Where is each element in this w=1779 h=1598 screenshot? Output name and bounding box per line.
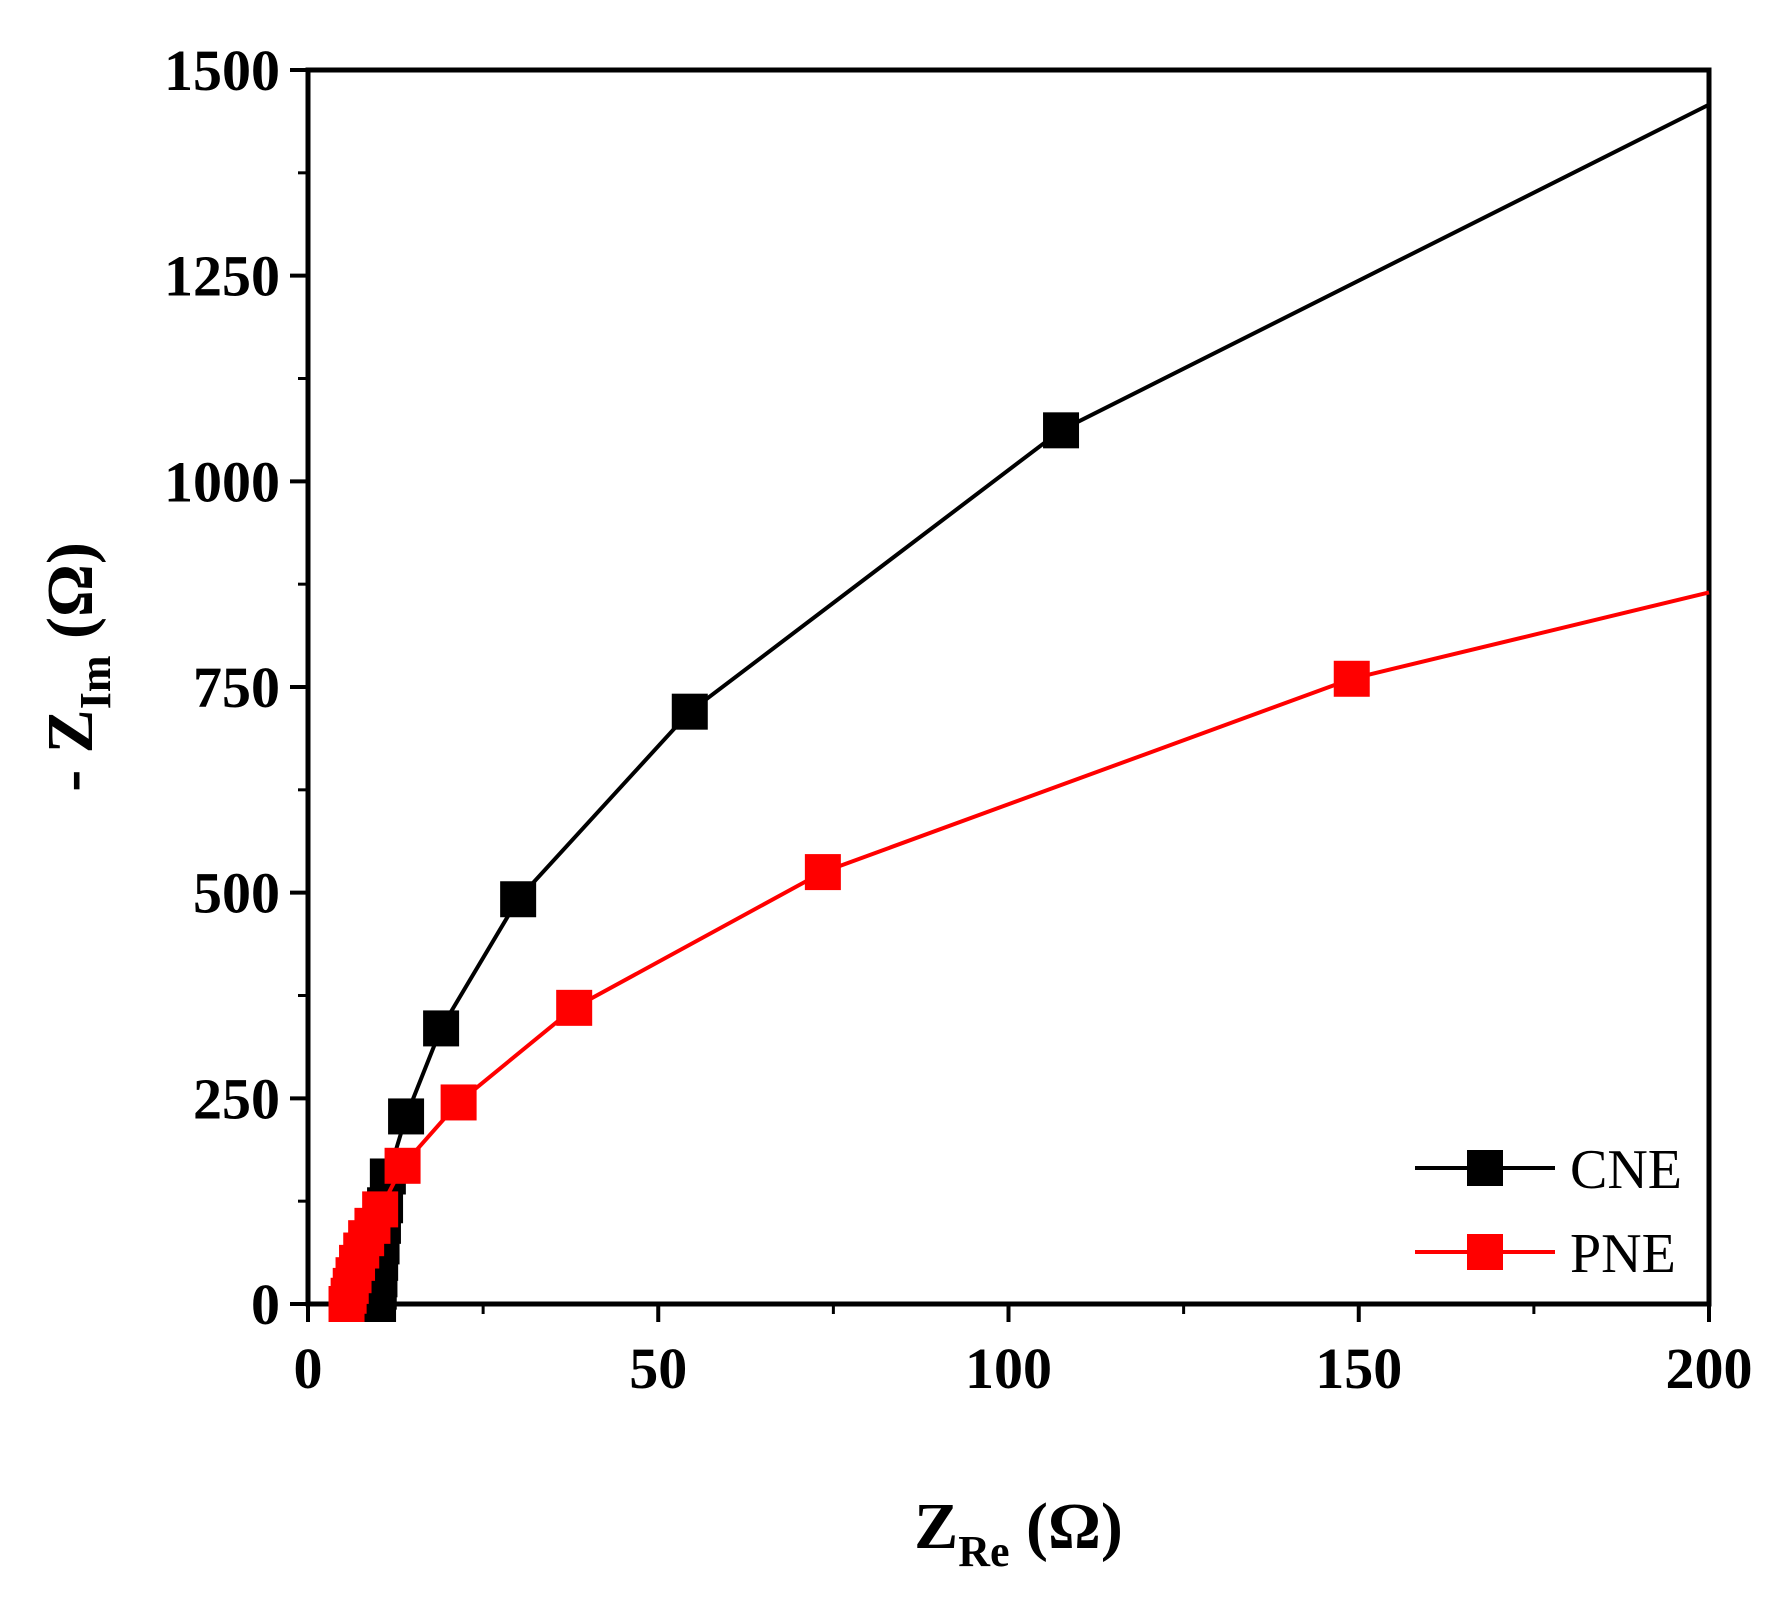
- legend-marker-cne: [1467, 1150, 1503, 1186]
- y-tick-label: 0: [251, 1272, 280, 1337]
- data-point-cne: [671, 693, 708, 730]
- x-tick-label: 0: [294, 1336, 323, 1401]
- legend-marker-pne: [1467, 1234, 1503, 1270]
- data-point-pne: [1333, 660, 1370, 697]
- data-point-pne: [556, 989, 593, 1026]
- legend-label-pne: PNE: [1570, 1223, 1676, 1285]
- data-point-pne: [384, 1147, 421, 1184]
- x-tick-label: 50: [629, 1336, 687, 1401]
- data-point-cne: [1043, 412, 1080, 449]
- series-layer: [328, 102, 1710, 1322]
- data-point-pne: [804, 854, 841, 891]
- axes: 0 50 100 150 200 0 250 500 750 1000 1250 1500 ZRe (Ω…: [34, 38, 1753, 1576]
- x-tick-label: 150: [1315, 1336, 1402, 1401]
- y-tick-label: 500: [193, 861, 280, 926]
- data-point-cne: [500, 881, 537, 918]
- y-axis-title: - ZIm (Ω): [34, 542, 120, 792]
- series-line-cne: [376, 102, 1710, 1305]
- y-tick-label: 1250: [164, 244, 280, 309]
- x-tick-label: 100: [965, 1336, 1052, 1401]
- data-point-cne: [388, 1098, 425, 1135]
- legend-label-cne: CNE: [1570, 1139, 1682, 1201]
- data-point-pne: [440, 1084, 477, 1121]
- legend: CNE PNE: [1415, 1139, 1682, 1285]
- data-point-cne: [423, 1010, 460, 1047]
- y-tick-label: 1000: [164, 449, 280, 514]
- series-line-pne: [344, 590, 1710, 1305]
- data-point-pne: [362, 1191, 399, 1228]
- y-tick-label: 750: [193, 655, 280, 720]
- y-tick-label: 1500: [164, 38, 280, 103]
- plot-frame: [305, 67, 1712, 1307]
- x-tick-label: 200: [1666, 1336, 1753, 1401]
- x-axis-title: ZRe (Ω): [914, 1490, 1123, 1576]
- y-tick-label: 250: [193, 1066, 280, 1131]
